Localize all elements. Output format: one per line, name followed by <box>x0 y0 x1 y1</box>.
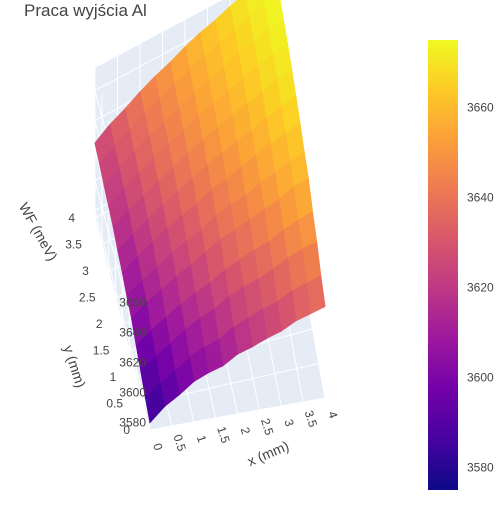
chart-title: Praca wyjścia Al <box>24 1 147 20</box>
y-tick-label: 3 <box>82 264 89 278</box>
wall-grid-line <box>94 210 151 423</box>
surface <box>94 0 326 424</box>
x-tick-label: 3.5 <box>302 409 321 430</box>
y-tick-label: 2 <box>96 317 103 331</box>
colorbar-tick-label: 3600 <box>467 371 494 385</box>
colorbar-tick-label: 3640 <box>467 191 494 205</box>
z-tick-label: 3640 <box>119 326 146 340</box>
colorbar-tick-label: 3580 <box>467 461 494 475</box>
tick-labels: 0 0.5 1 1.5 2 2.5 3 3.5 400.511.522.533.54358036… <box>65 211 340 453</box>
y-tick-label: 1 <box>110 370 117 384</box>
y-tick-label: 1.5 <box>93 344 110 358</box>
x-tick-label: 1 <box>194 433 209 444</box>
x-tick-label: 4 <box>325 409 340 420</box>
x-tick-label: 3 <box>281 417 296 428</box>
z-tick-label: 3600 <box>119 386 146 400</box>
x-tick-label: 2.5 <box>258 417 277 438</box>
x-tick-label: 0 <box>150 441 165 452</box>
z-tick-label: 3580 <box>119 416 146 430</box>
y-tick-label: 4 <box>68 211 75 225</box>
colorbar-gradient <box>428 40 458 490</box>
z-axis-title: WF (meV) <box>16 200 61 264</box>
y-tick-label: 0.5 <box>106 397 123 411</box>
x-axis-title: x (mm) <box>245 438 291 470</box>
x-tick-label: 1.5 <box>214 425 233 446</box>
y-axis-title: y (mm) <box>60 343 89 389</box>
x-tick-label: 0.5 <box>170 433 189 454</box>
colorbar-tick-label: 3660 <box>467 101 494 115</box>
colorbar-tick-label: 3620 <box>467 281 494 295</box>
y-tick-label: 0 <box>123 423 130 437</box>
z-tick-label: 3620 <box>119 356 146 370</box>
y-tick-label: 2.5 <box>79 291 96 305</box>
surface-cell <box>144 382 166 424</box>
colorbar: 3580 3600 3620 3640 3660 <box>428 40 494 490</box>
x-tick-label: 2 <box>238 425 253 436</box>
z-tick-label: 3660 <box>119 296 146 310</box>
y-tick-label: 3.5 <box>65 238 82 252</box>
